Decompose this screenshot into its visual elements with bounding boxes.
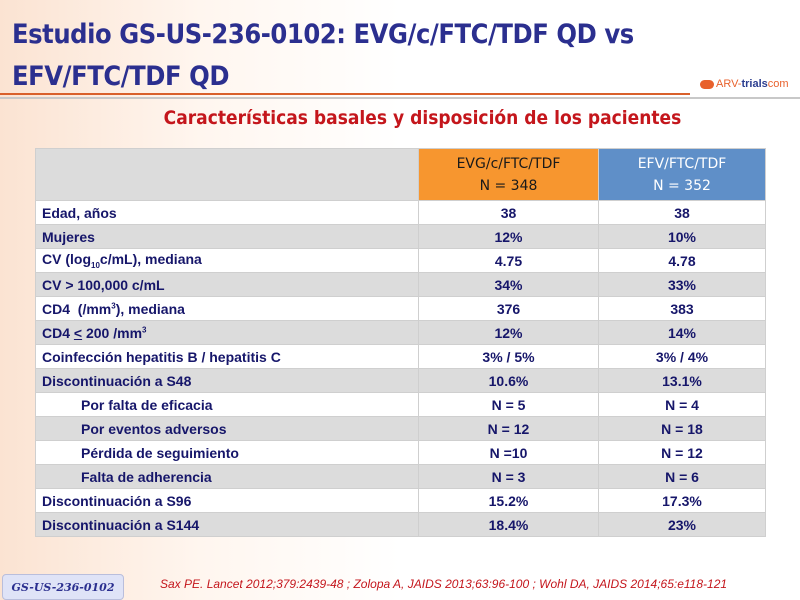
table-row: Coinfección hepatitis B / hepatitis C 3% … <box>35 344 766 369</box>
row-label-text: Por falta de eficacia <box>81 396 213 413</box>
patient-characteristics-table: EVG/c/FTC/TDF N = 348 EFV/FTC/TDF N = 352 … <box>35 148 766 537</box>
evg-value: 12% <box>418 224 599 249</box>
efv-value: 4.78 <box>598 248 766 273</box>
efv-value: 17.3% <box>598 488 766 513</box>
evg-value: N =10 <box>418 440 599 465</box>
table-row: Discontinuación a S96 15.2% 17.3% <box>35 488 766 513</box>
row-label-text: 200 /mm <box>82 324 143 341</box>
row-label-text: ), mediana <box>115 300 185 317</box>
row-label-text: 3 <box>142 324 147 334</box>
table-row: CV (log10c/mL), mediana 4.75 4.78 <box>35 248 766 273</box>
row-label: CD4 < 200 /mm3 <box>35 320 419 345</box>
efv-value: N = 12 <box>598 440 766 465</box>
row-label: Discontinuación a S48 <box>35 368 419 393</box>
row-label: Falta de adherencia <box>35 464 419 489</box>
header-empty-cell <box>35 148 419 201</box>
header-arm-n: N = 348 <box>479 177 538 194</box>
evg-value: 38 <box>418 200 599 225</box>
row-label: Coinfección hepatitis B / hepatitis C <box>35 344 419 369</box>
row-label-text: Por eventos adversos <box>81 420 227 437</box>
divider-gray <box>0 97 800 99</box>
efv-value: N = 4 <box>598 392 766 417</box>
efv-value: 33% <box>598 272 766 297</box>
header-arm-name: EFV/FTC/TDF <box>637 155 727 172</box>
header-efv-arm: EFV/FTC/TDF N = 352 <box>598 148 766 201</box>
efv-value: N = 6 <box>598 464 766 489</box>
row-label-text: CV > 100,000 c/mL <box>42 276 165 293</box>
row-label-text: CD4 (/mm <box>42 300 112 317</box>
row-label-text: < <box>73 324 83 341</box>
evg-value: 15.2% <box>418 488 599 513</box>
row-label: Por eventos adversos <box>35 416 419 441</box>
evg-value: 18.4% <box>418 512 599 537</box>
efv-value: 3% / 4% <box>598 344 766 369</box>
efv-value: 23% <box>598 512 766 537</box>
row-label-text: Falta de adherencia <box>81 468 212 485</box>
arv-trials-logo: ARV-trials com <box>700 78 789 90</box>
row-label: Por falta de eficacia <box>35 392 419 417</box>
efv-value: 383 <box>598 296 766 321</box>
table-row: Por eventos adversos N = 12 N = 18 <box>35 416 766 441</box>
slide-title: Estudio GS-US-236-0102: EVG/c/FTC/TDF QD… <box>12 19 634 92</box>
row-label-text: CV (log <box>42 251 91 268</box>
efv-value: 38 <box>598 200 766 225</box>
evg-value: N = 12 <box>418 416 599 441</box>
row-label: Mujeres <box>35 224 419 249</box>
evg-value: 10.6% <box>418 368 599 393</box>
row-label-text: c/mL), mediana <box>99 251 202 268</box>
row-label-text: 3 <box>111 300 116 310</box>
study-badge: GS-US-236-0102 <box>2 574 124 600</box>
efv-value: 13.1% <box>598 368 766 393</box>
header-arm-n: N = 352 <box>653 177 711 194</box>
references: Sax PE. Lancet 2012;379:2439-48 ; Zolopa… <box>160 577 728 591</box>
evg-value: 3% / 5% <box>418 344 599 369</box>
table-row: Mujeres 12% 10% <box>35 224 766 249</box>
efv-value: N = 18 <box>598 416 766 441</box>
logo-text-3: com <box>767 78 789 90</box>
efv-value: 14% <box>598 320 766 345</box>
divider-orange <box>0 93 690 95</box>
row-label: CD4 (/mm3), mediana <box>35 296 419 321</box>
evg-value: N = 5 <box>418 392 599 417</box>
efv-value: 10% <box>598 224 766 249</box>
row-label: CV (log10c/mL), mediana <box>35 248 419 273</box>
pill-icon <box>700 79 714 89</box>
evg-value: 12% <box>418 320 599 345</box>
row-label-text: 10 <box>91 260 100 270</box>
logo-text-1: ARV- <box>716 78 742 90</box>
row-label-text: Discontinuación a S144 <box>42 516 200 533</box>
table-row: CD4 < 200 /mm3 12% 14% <box>35 320 766 345</box>
table-row: Discontinuación a S144 18.4% 23% <box>35 512 766 537</box>
logo-text-2: trials <box>741 78 768 90</box>
row-label: Discontinuación a S144 <box>35 512 419 537</box>
row-label: Edad, años <box>35 200 419 225</box>
table-row: CV > 100,000 c/mL 34% 33% <box>35 272 766 297</box>
row-label-text: Pérdida de seguimiento <box>81 444 239 461</box>
evg-value: 4.75 <box>418 248 599 273</box>
header-evg-arm: EVG/c/FTC/TDF N = 348 <box>418 148 599 201</box>
table-row: Discontinuación a S48 10.6% 13.1% <box>35 368 766 393</box>
row-label-text: CD4 <box>42 324 74 341</box>
row-label-text: Discontinuación a S48 <box>42 372 192 389</box>
header-arm-name: EVG/c/FTC/TDF <box>456 155 561 172</box>
table-header-row: EVG/c/FTC/TDF N = 348 EFV/FTC/TDF N = 352 <box>35 148 766 201</box>
table-row: Pérdida de seguimiento N =10 N = 12 <box>35 440 766 465</box>
evg-value: 34% <box>418 272 599 297</box>
row-label-text: Discontinuación a S96 <box>42 492 192 509</box>
table-row: CD4 (/mm3), mediana 376 383 <box>35 296 766 321</box>
row-label-text: Edad, años <box>42 204 117 221</box>
row-label: Pérdida de seguimiento <box>35 440 419 465</box>
row-label-text: Coinfección hepatitis B / hepatitis C <box>42 348 281 365</box>
table-row: Edad, años 38 38 <box>35 200 766 225</box>
slide-subtitle: Características basales y disposición de… <box>163 107 682 129</box>
evg-value: N = 3 <box>418 464 599 489</box>
row-label: CV > 100,000 c/mL <box>35 272 419 297</box>
evg-value: 376 <box>418 296 599 321</box>
row-label: Discontinuación a S96 <box>35 488 419 513</box>
row-label-text: Mujeres <box>42 228 95 245</box>
